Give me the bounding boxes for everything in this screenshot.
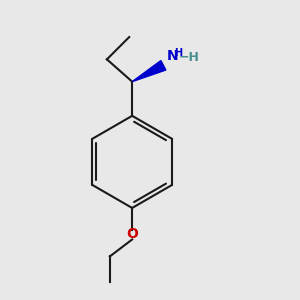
Text: O: O [126, 227, 138, 241]
Text: N: N [167, 49, 178, 63]
Polygon shape [132, 61, 166, 82]
Text: H: H [174, 48, 182, 58]
Text: −H: −H [178, 51, 199, 64]
